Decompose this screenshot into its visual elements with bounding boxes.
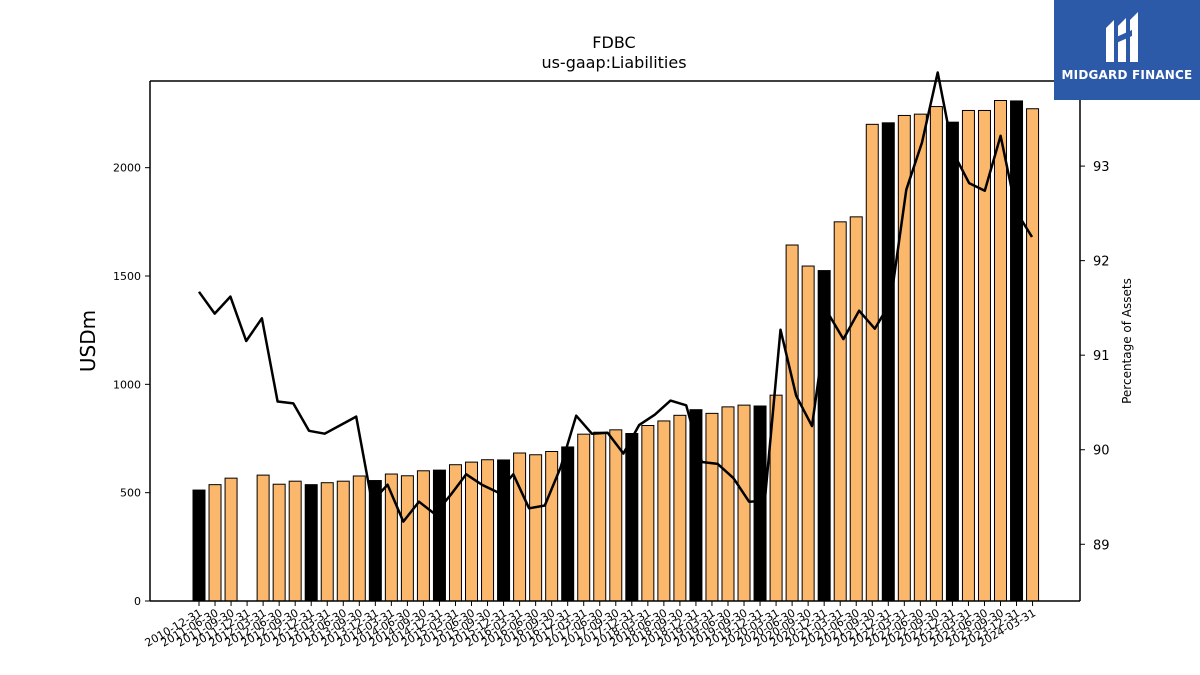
bar — [272, 483, 286, 602]
bar — [737, 404, 751, 602]
y-tick-label: 0 — [134, 595, 141, 608]
bar — [432, 469, 446, 602]
y-tick-label: 2000 — [113, 162, 141, 175]
bar — [577, 433, 591, 602]
bar — [705, 412, 719, 602]
bar — [256, 474, 270, 602]
bar — [833, 221, 847, 602]
bar — [593, 431, 607, 602]
bar — [513, 452, 527, 602]
brand-logo: MIDGARD FINANCE — [1054, 0, 1200, 100]
bar — [304, 484, 318, 602]
bar — [545, 451, 559, 602]
bar — [224, 477, 238, 602]
y2-tick-label: 89 — [1093, 538, 1110, 553]
chart-title: FDBC — [592, 33, 635, 52]
bar — [208, 484, 222, 602]
y-tick-label: 1500 — [113, 270, 141, 283]
bar — [913, 113, 927, 602]
logo-mark-icon — [1106, 12, 1138, 62]
bar — [1010, 100, 1024, 602]
bar — [801, 265, 815, 602]
bar — [192, 489, 206, 602]
bar — [288, 480, 302, 602]
bar — [561, 446, 575, 602]
bar — [721, 406, 735, 602]
bar — [400, 475, 414, 602]
bar — [529, 454, 543, 602]
bar — [609, 429, 623, 602]
chart-subtitle: us-gaap:Liabilities — [541, 53, 686, 72]
bar — [881, 122, 895, 602]
y2-axis-label: Percentage of Assets — [1120, 278, 1134, 404]
bar — [641, 425, 655, 602]
bar — [785, 244, 799, 602]
series-line — [197, 71, 1034, 523]
y2-tick-label: 91 — [1093, 349, 1110, 364]
bar — [865, 123, 879, 602]
bar — [481, 459, 495, 602]
line-layer — [197, 71, 1034, 523]
y2-tick-label: 93 — [1093, 160, 1110, 175]
bar — [945, 121, 959, 602]
y-axis-label: USDm — [76, 310, 100, 372]
bar — [465, 461, 479, 602]
bar — [849, 216, 863, 602]
bar — [897, 114, 911, 602]
logo-text: MIDGARD FINANCE — [1061, 68, 1193, 82]
bar — [336, 480, 350, 602]
bar — [1026, 108, 1040, 602]
axes-layer: 050010001500200089909192932010-12-312011… — [113, 80, 1110, 650]
bar — [929, 106, 943, 602]
bar — [817, 270, 831, 602]
bar — [673, 414, 687, 602]
bar — [320, 482, 334, 602]
bar — [448, 464, 462, 602]
y-tick-label: 1000 — [113, 378, 141, 391]
bar — [977, 109, 991, 602]
bar — [994, 100, 1007, 602]
y2-tick-label: 92 — [1093, 255, 1110, 270]
y-tick-label: 500 — [120, 487, 141, 500]
bar — [657, 420, 671, 602]
bar — [753, 405, 767, 602]
bar — [352, 475, 366, 602]
bar — [625, 433, 639, 602]
y2-tick-label: 90 — [1093, 444, 1110, 459]
bar — [416, 470, 430, 602]
